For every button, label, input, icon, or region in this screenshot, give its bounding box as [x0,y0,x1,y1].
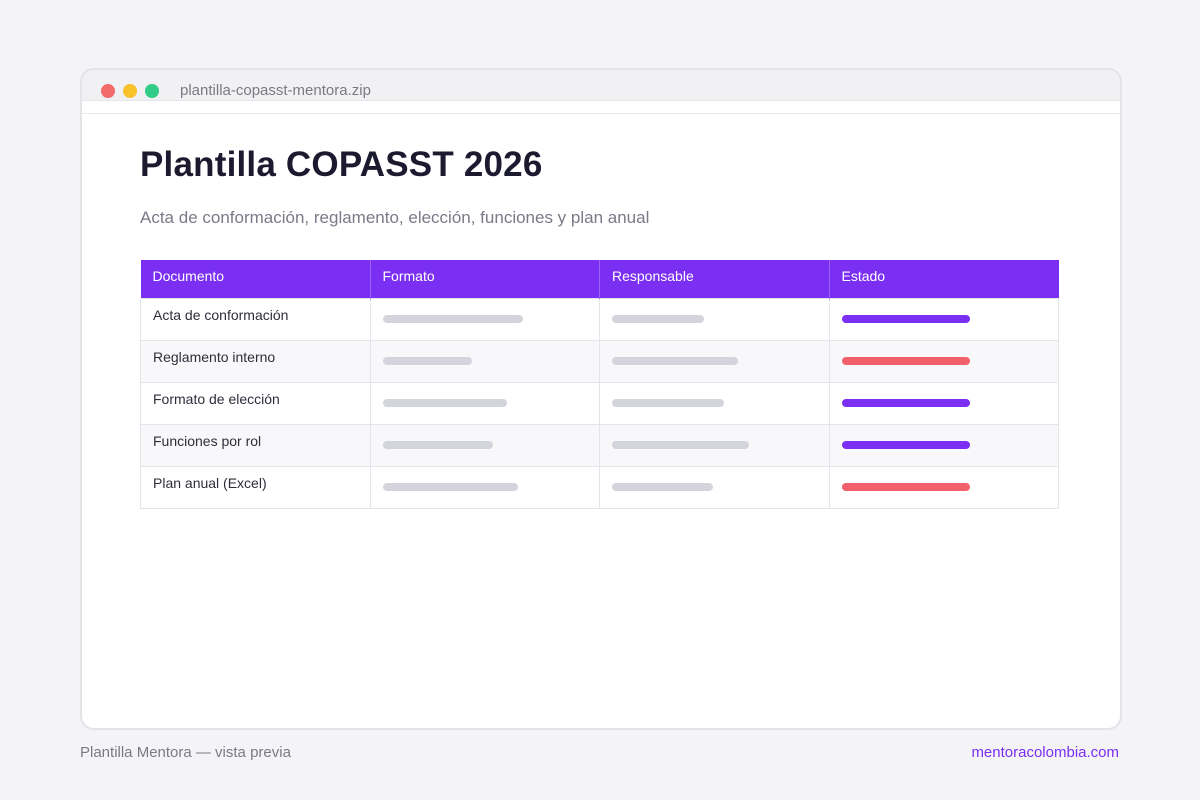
owner-placeholder-bar [612,441,749,449]
page-subtitle: Acta de conformación, reglamento, elecci… [140,208,650,227]
document-name: Acta de conformación [153,307,289,323]
owner-cell [599,423,830,467]
status-cell [828,423,1059,467]
status-bar [841,483,970,491]
document-name-cell: Plan anual (Excel) [140,465,371,509]
titlebar-divider [82,101,1120,114]
status-cell [828,381,1059,425]
status-bar [841,399,970,407]
status-cell [828,339,1059,383]
owner-cell [599,339,830,383]
owner-cell [599,465,830,509]
document-name-cell: Reglamento interno [140,339,371,383]
format-cell [369,465,600,509]
status-cell [828,465,1059,509]
column-header-responsable: Responsable [599,260,829,298]
owner-placeholder-bar [612,399,724,407]
format-placeholder-bar [382,399,507,407]
owner-placeholder-bar [612,315,704,323]
table-header-row: Documento Formato Responsable Estado [140,260,1059,298]
table-row[interactable]: Acta de conformación [140,297,1059,341]
format-cell [369,381,600,425]
footer-caption: Plantilla Mentora — vista previa [80,744,291,761]
format-placeholder-bar [382,483,518,491]
document-name: Reglamento interno [153,349,276,365]
maximize-window-button[interactable] [145,84,159,98]
status-bar [841,357,970,365]
document-name: Funciones por rol [153,433,262,449]
column-header-estado: Estado [828,260,1059,298]
format-placeholder-bar [382,357,472,365]
document-name-cell: Acta de conformación [140,297,371,341]
document-name: Plan anual (Excel) [153,475,267,491]
table-row[interactable]: Funciones por rol [140,423,1059,467]
status-bar [841,315,970,323]
status-cell [828,297,1059,341]
document-name-cell: Funciones por rol [140,423,371,467]
table-body: Acta de conformación Reglamento interno Fo… [140,297,1059,509]
format-placeholder-bar [382,441,493,449]
document-name-cell: Formato de elección [140,381,371,425]
format-cell [369,297,600,341]
table-row[interactable]: Reglamento interno [140,339,1059,383]
format-cell [369,339,600,383]
owner-cell [599,381,830,425]
owner-placeholder-bar [612,357,738,365]
owner-cell [599,297,830,341]
close-window-button[interactable] [101,84,115,98]
table-row[interactable]: Plan anual (Excel) [140,465,1059,509]
preview-window: plantilla-copasst-mentora.zip Plantilla … [80,68,1122,730]
documents-table: Documento Formato Responsable Estado Act… [140,260,1059,509]
table-row[interactable]: Formato de elección [140,381,1059,425]
document-preview: Plantilla COPASST 2026 Acta de conformac… [82,114,1120,509]
document-name: Formato de elección [153,391,280,407]
format-cell [369,423,600,467]
window-title: plantilla-copasst-mentora.zip [180,82,371,99]
owner-placeholder-bar [612,483,713,491]
window-titlebar: plantilla-copasst-mentora.zip [82,70,1120,101]
footer-website-link[interactable]: mentoracolombia.com [971,744,1119,761]
format-placeholder-bar [382,315,523,323]
page-title: Plantilla COPASST 2026 [140,145,543,184]
column-header-documento: Documento [140,260,370,298]
minimize-window-button[interactable] [123,84,137,98]
column-header-formato: Formato [369,260,600,298]
status-bar [841,441,970,449]
